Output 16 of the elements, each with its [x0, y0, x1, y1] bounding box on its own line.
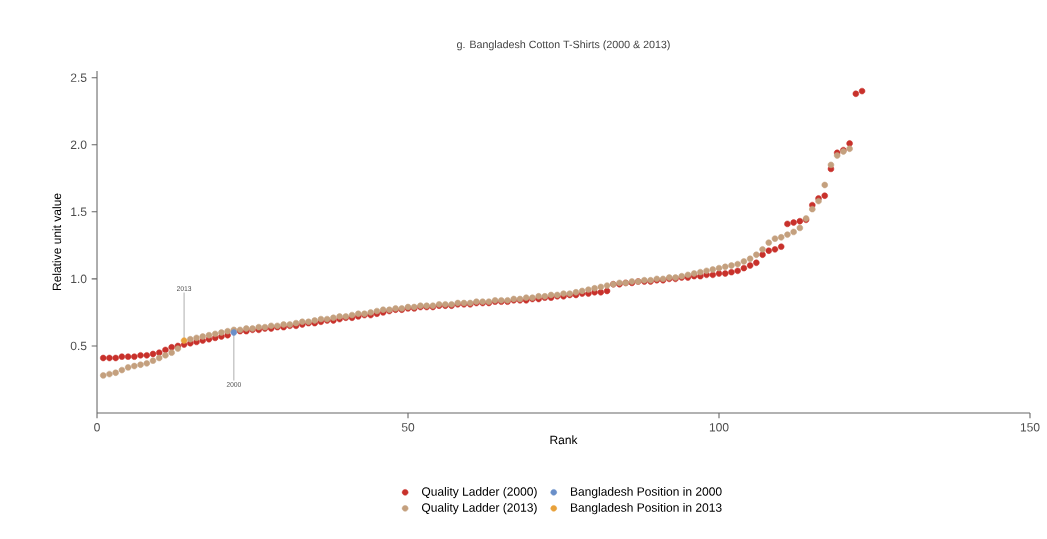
- y-tick-label: 1.0: [71, 274, 87, 284]
- legend-label: Bangladesh Position in 2000: [570, 486, 722, 499]
- x-tick-label: 50: [401, 423, 415, 432]
- legend-label: Bangladesh Position in 2013: [570, 503, 722, 515]
- y-tick-label: 1.5: [71, 207, 87, 217]
- chart-title: g. Bangladesh Cotton T-Shirts (2000 & 2013): [457, 40, 670, 51]
- y-tick-label: 2.0: [70, 140, 87, 150]
- y-tick-label: 0.5: [70, 341, 87, 351]
- x-axis-title: Rank: [550, 435, 578, 445]
- y-axis-title: Relative unit value: [52, 193, 62, 291]
- x-tick-label: 100: [709, 423, 729, 432]
- x-tick-label: 0: [94, 423, 100, 432]
- x-tick-label: 150: [1020, 423, 1040, 432]
- legend-label: Quality Ladder (2013): [421, 503, 537, 515]
- legend-label: Quality Ladder (2000): [421, 486, 537, 499]
- y-tick-label: 2.5: [70, 73, 87, 82]
